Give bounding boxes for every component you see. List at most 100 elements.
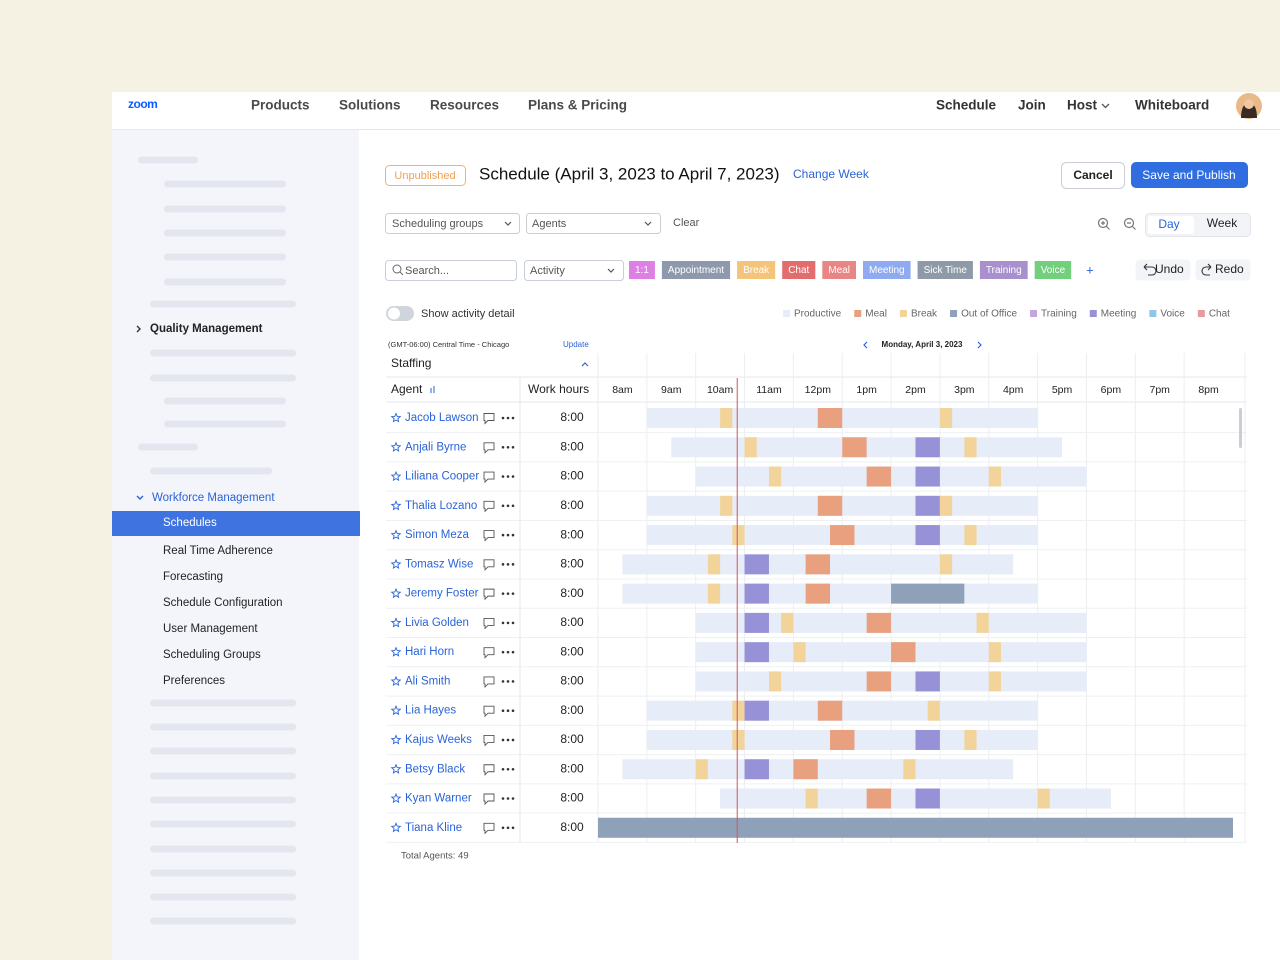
groups-select-label[interactable]: Scheduling groups [392, 218, 484, 230]
zoom-icons[interactable] [1097, 217, 1136, 230]
nav-action[interactable]: Whiteboard [1135, 98, 1209, 113]
activity-block[interactable] [939, 554, 953, 575]
search-placeholder[interactable]: Search... [405, 265, 449, 277]
activity-block[interactable] [744, 700, 769, 721]
activity-chip[interactable] [979, 261, 1028, 279]
agent-name[interactable]: Simon Meza [405, 529, 470, 541]
more-icon[interactable] [506, 504, 510, 508]
activity-chip[interactable] [737, 261, 776, 279]
activity-block[interactable] [817, 700, 843, 721]
activity-block[interactable] [744, 612, 769, 633]
publish-button[interactable] [1131, 162, 1248, 188]
activity-chip[interactable] [1034, 261, 1072, 279]
activity-chip[interactable] [917, 261, 973, 279]
activity-block[interactable] [903, 759, 916, 780]
redo-label[interactable]: Redo [1215, 262, 1244, 276]
more-icon[interactable] [506, 621, 510, 625]
more-icon[interactable] [501, 475, 505, 478]
more-icon[interactable] [506, 563, 510, 566]
activity-chip-label[interactable]: Appointment [668, 265, 724, 276]
activity-block[interactable] [866, 466, 892, 487]
more-icon[interactable] [501, 709, 505, 712]
chat-icon[interactable] [483, 500, 495, 513]
agent-name[interactable]: Kyan Warner [405, 793, 472, 805]
clear-link[interactable]: Clear [673, 217, 700, 229]
star-icon[interactable] [390, 675, 402, 687]
chat-icon[interactable] [483, 617, 495, 630]
agents-select-label[interactable]: Agents [532, 218, 567, 230]
agent-name[interactable]: Thalia Lozano [405, 500, 477, 512]
sidebar-group[interactable]: Quality Management [150, 323, 263, 335]
activity-block[interactable] [695, 759, 708, 780]
sidebar-item[interactable]: Schedules [163, 517, 217, 529]
more-icon[interactable] [501, 504, 505, 508]
sidebar-item[interactable]: Scheduling Groups [163, 649, 261, 661]
more-icon[interactable] [501, 533, 505, 537]
star-icon[interactable] [390, 792, 402, 804]
star-icon[interactable] [390, 529, 402, 540]
toggle-label[interactable]: Show activity detail [421, 308, 515, 320]
star-icon[interactable] [390, 441, 402, 452]
more-icon[interactable] [506, 738, 510, 742]
agent-name[interactable]: Anjali Byrne [405, 441, 466, 453]
change-week-link[interactable]: Change Week [793, 167, 870, 181]
sidebar-item[interactable]: Schedule Configuration [163, 597, 283, 609]
activity-block[interactable] [866, 671, 892, 692]
activity-block[interactable] [768, 466, 782, 487]
sidebar-item[interactable]: User Management [163, 623, 258, 635]
collapse-icon[interactable] [581, 362, 589, 367]
agent-name[interactable]: Liliana Cooper [405, 471, 479, 483]
activity-block[interactable] [964, 525, 977, 546]
more-icon[interactable] [511, 767, 515, 771]
activity-block[interactable] [866, 612, 892, 633]
chat-icon[interactable] [483, 647, 495, 659]
nav-link[interactable]: Products [251, 98, 310, 113]
activity-chip[interactable] [822, 261, 856, 279]
chat-icon[interactable] [483, 676, 495, 689]
more-icon[interactable] [501, 592, 505, 595]
activity-chip[interactable] [661, 261, 731, 279]
undo-label[interactable]: Undo [1155, 262, 1184, 276]
activity-block[interactable] [891, 583, 965, 604]
star-icon[interactable] [390, 617, 402, 628]
activity-block[interactable] [964, 437, 977, 458]
chat-icon[interactable] [483, 530, 495, 542]
nav-link[interactable]: Plans & Pricing [528, 98, 627, 113]
groups-select[interactable] [385, 213, 520, 234]
more-icon[interactable] [501, 738, 505, 742]
more-icon[interactable] [511, 504, 515, 508]
activity-block[interactable] [915, 671, 940, 692]
more-icon[interactable] [511, 533, 515, 537]
activity-block[interactable] [866, 788, 892, 809]
cancel-button[interactable] [1061, 162, 1125, 189]
activity-block[interactable] [720, 495, 733, 516]
activity-chip-label[interactable]: Voice [1041, 265, 1066, 276]
activity-block[interactable] [781, 612, 794, 633]
sort-icon[interactable] [430, 386, 435, 393]
activity-block[interactable] [720, 408, 733, 428]
more-icon[interactable] [511, 826, 515, 830]
view-option[interactable]: Week [1207, 216, 1238, 230]
more-icon[interactable] [506, 709, 510, 712]
more-icon[interactable] [501, 563, 505, 566]
activity-block[interactable] [707, 554, 721, 575]
activity-block[interactable] [744, 642, 769, 663]
nav-link[interactable]: Solutions [339, 98, 401, 113]
more-icon[interactable] [511, 621, 515, 625]
more-icon[interactable] [511, 563, 515, 566]
agent-name[interactable]: Jacob Lawson [405, 412, 479, 424]
more-icon[interactable] [506, 416, 510, 420]
nav-action[interactable]: Schedule [936, 98, 997, 113]
activity-block[interactable] [744, 759, 769, 780]
more-icon[interactable] [501, 680, 505, 683]
activity-block[interactable] [744, 437, 757, 458]
activity-block[interactable] [732, 700, 745, 721]
more-icon[interactable] [506, 592, 510, 595]
activity-block[interactable] [842, 437, 867, 458]
agent-name[interactable]: Hari Horn [405, 646, 454, 658]
sidebar-group[interactable]: Workforce Management [152, 492, 275, 504]
star-icon[interactable] [390, 646, 402, 657]
star-icon[interactable] [390, 734, 402, 745]
more-icon[interactable] [511, 709, 515, 712]
activity-block[interactable] [927, 700, 940, 721]
